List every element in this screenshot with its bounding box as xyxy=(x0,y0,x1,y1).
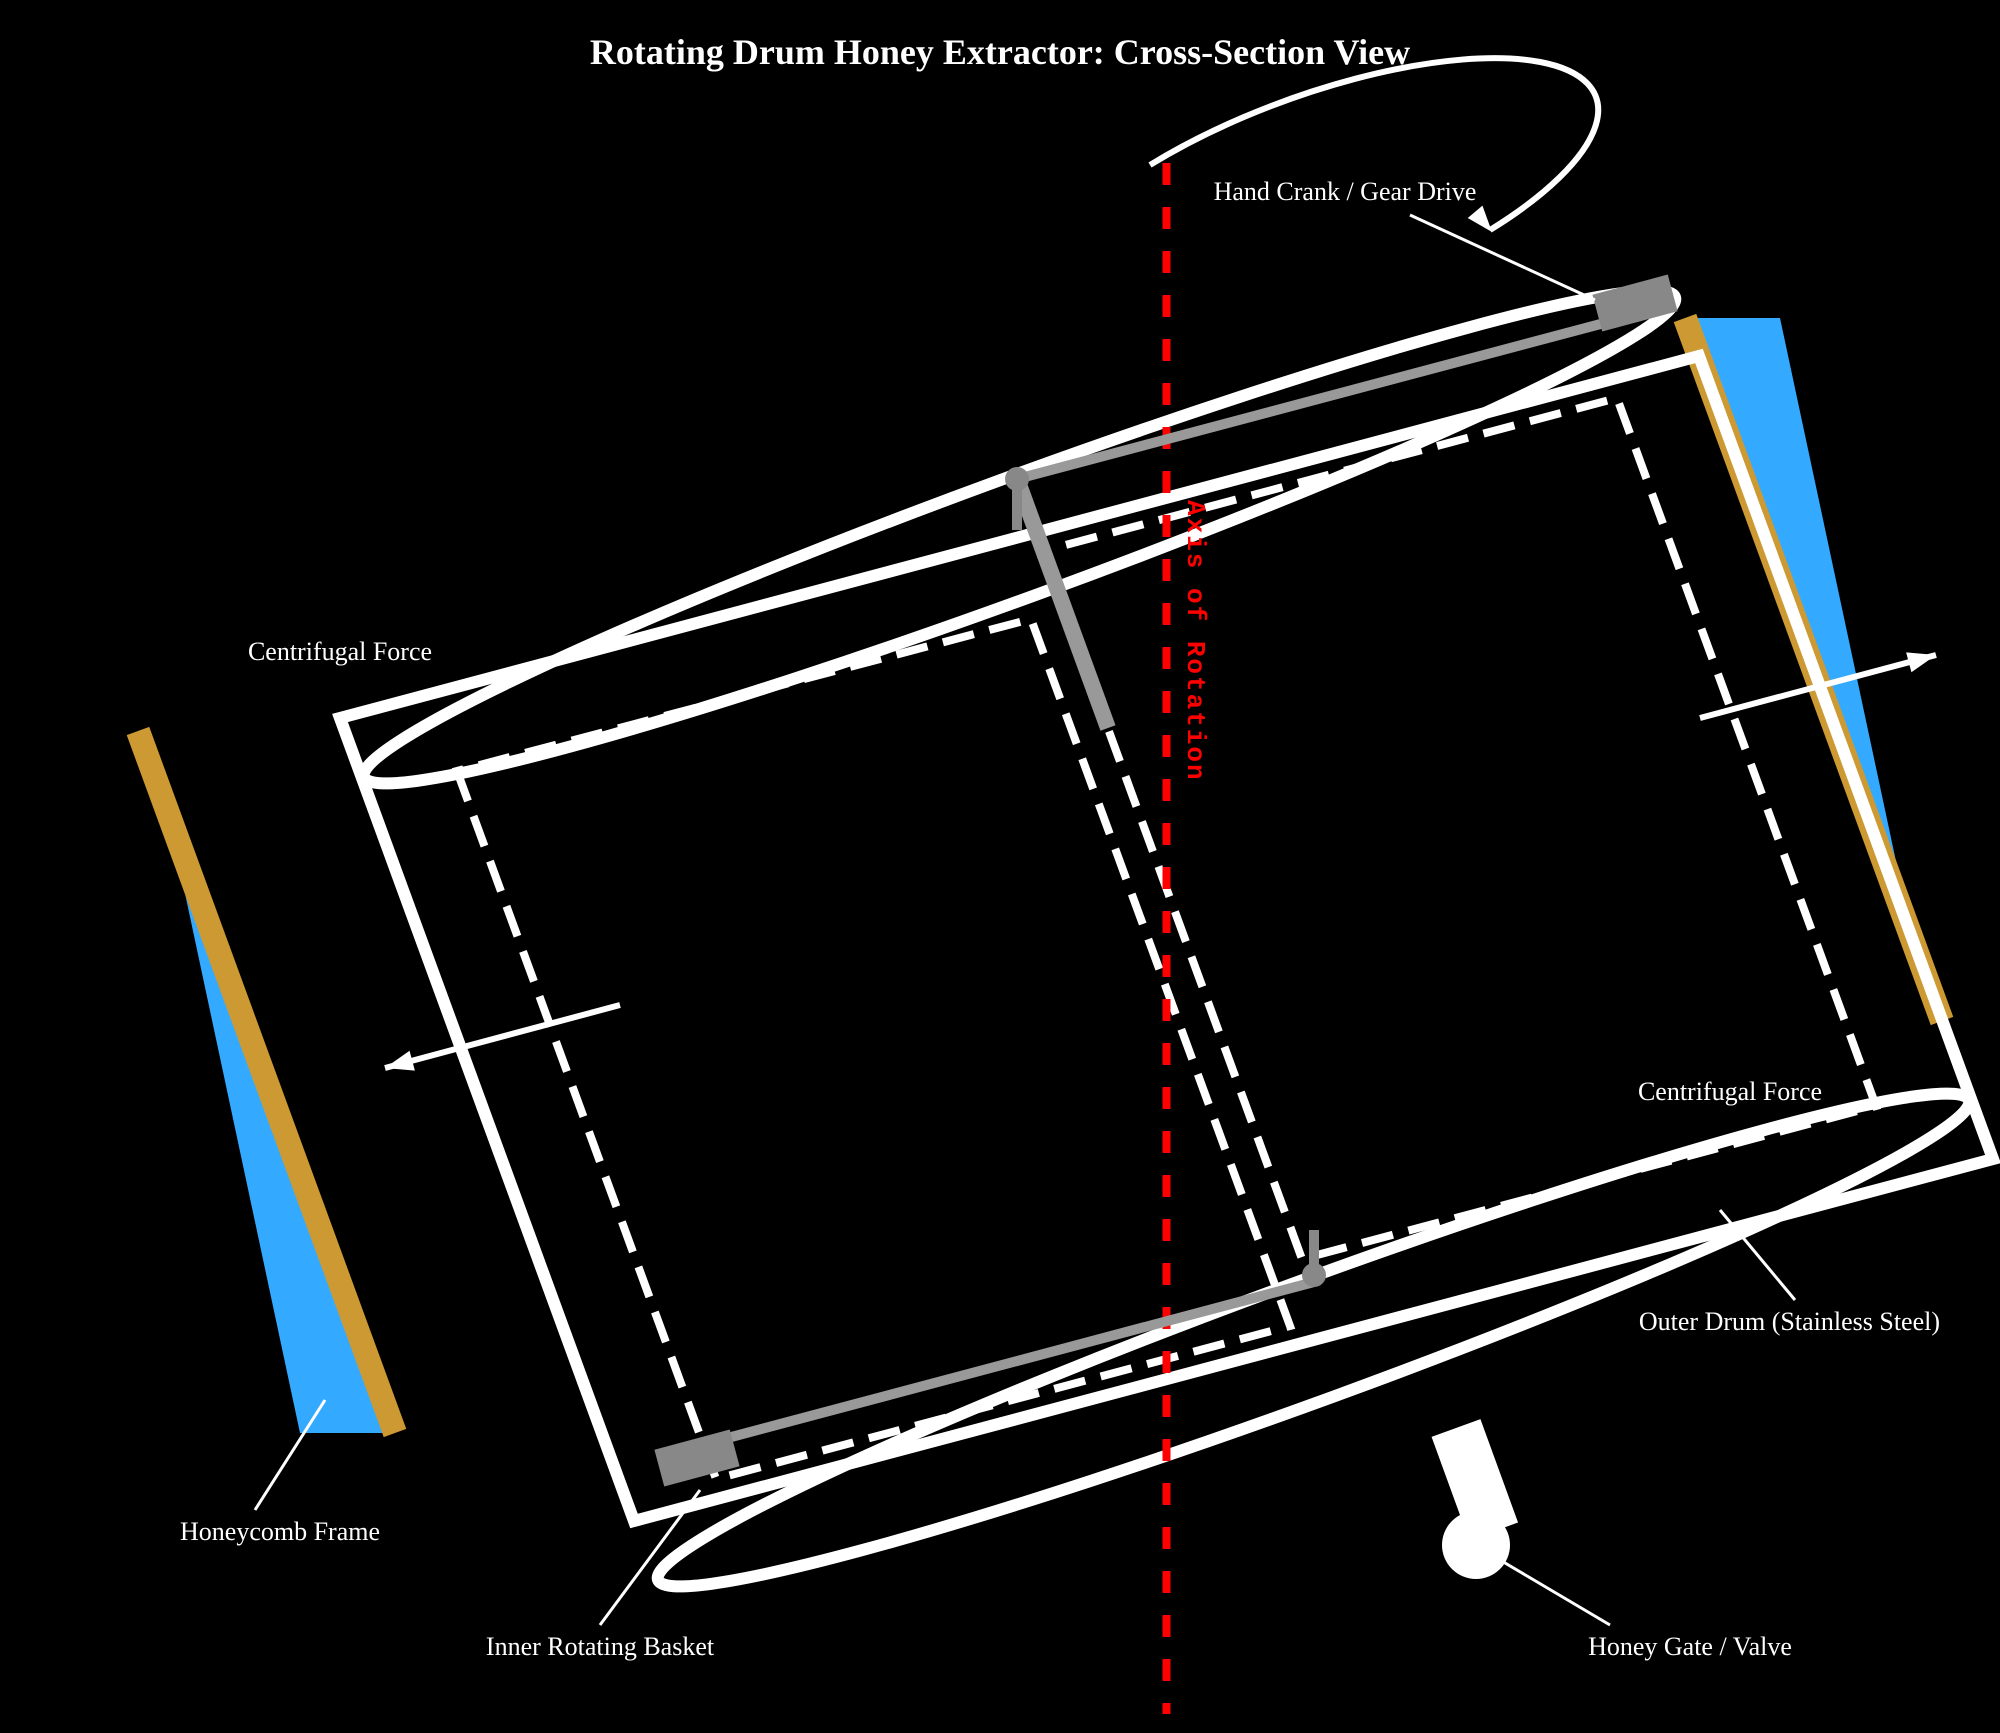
diagram-title: Rotating Drum Honey Extractor: Cross-Sec… xyxy=(590,32,1410,72)
crank-hub-top xyxy=(1005,467,1029,491)
label-force-right: Centrifugal Force xyxy=(1638,1077,1822,1106)
label-frame: Honeycomb Frame xyxy=(180,1517,380,1546)
label-crank: Hand Crank / Gear Drive xyxy=(1214,177,1477,206)
honey-gate-valve xyxy=(1442,1511,1510,1579)
label-basket: Inner Rotating Basket xyxy=(486,1632,715,1661)
axis-label: Axis of Rotation xyxy=(1180,500,1210,782)
label-honey-gate: Honey Gate / Valve xyxy=(1588,1632,1792,1661)
crank-pin-top xyxy=(1012,490,1022,530)
background xyxy=(0,0,2000,1733)
label-drum: Outer Drum (Stainless Steel) xyxy=(1639,1307,1940,1336)
crank-hub-bottom xyxy=(1302,1263,1326,1287)
label-force-left: Centrifugal Force xyxy=(248,637,432,666)
